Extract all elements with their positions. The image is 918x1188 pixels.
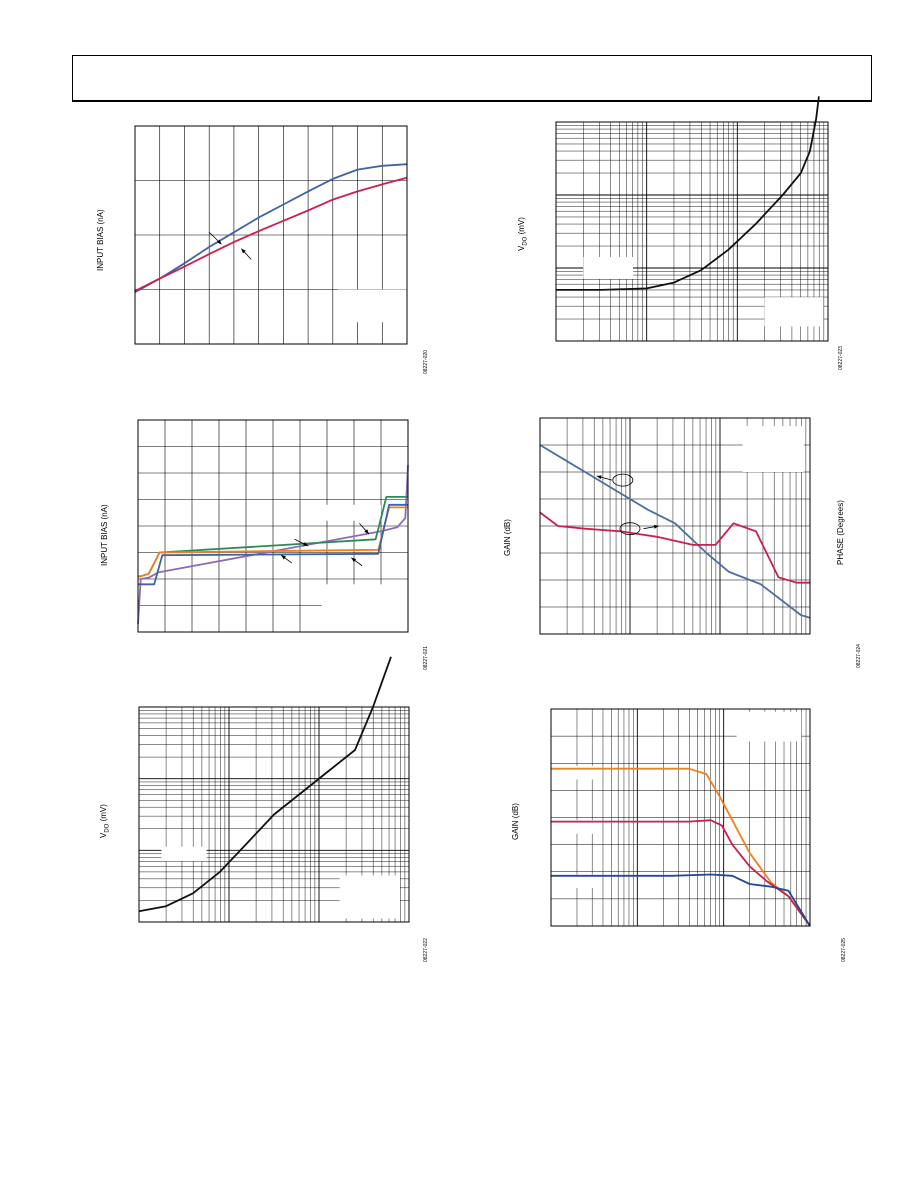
series-line-3 [551, 873, 811, 927]
chart-panel-vdo-1 [138, 656, 410, 923]
chart-panel-input-bias-1 [134, 125, 408, 345]
y-axis-label-4-main: V [517, 245, 526, 251]
label-box [764, 297, 824, 327]
annotation-arrowhead [596, 475, 602, 480]
plot-frame [134, 125, 408, 345]
series-marker-circle [612, 473, 634, 487]
chart-plot-6 [550, 708, 811, 927]
y-axis-label-4-tail: (mV) [517, 217, 526, 237]
page-header-box [72, 55, 872, 102]
annotation-arrowhead [364, 529, 369, 534]
series-line-1 [539, 444, 811, 619]
annotation-arrowhead [281, 555, 286, 560]
y-axis-label-6: GAIN (dB) [511, 803, 520, 840]
label-box [321, 584, 408, 632]
label-box [161, 846, 207, 862]
figure-id-6: 08227-025 [841, 938, 847, 962]
plot-frame [137, 419, 409, 633]
plot-frame [539, 417, 811, 635]
label-box [555, 874, 595, 889]
y-axis-label-3-tail: (mV) [99, 804, 108, 824]
y-axis-label-4: VDO (mV) [517, 217, 529, 251]
annotation-arrowhead [351, 557, 357, 563]
figure-id-2: 08227-021 [423, 646, 429, 670]
chart-plot-2 [137, 419, 409, 633]
series-line-2 [539, 511, 810, 584]
y-axis-label-3: VDO (mV) [99, 804, 111, 838]
series-line-2 [551, 819, 811, 927]
y-axis-label-3-main: V [99, 832, 108, 838]
series-line-1 [134, 163, 408, 293]
annotation-arrowhead [241, 248, 246, 254]
figure-id-3: 08227-022 [423, 938, 429, 962]
y-axis-label-4-sub: DO [522, 236, 529, 246]
label-box [337, 289, 407, 323]
plot-frame [138, 706, 410, 923]
plot-frame [550, 708, 811, 927]
y2-axis-label-5: PHASE (Degrees) [836, 500, 845, 565]
y-axis-label-3-sub: DO [104, 823, 111, 833]
y-axis-label-1: INPUT BIAS (nA) [96, 209, 105, 271]
chart-plot-5 [539, 417, 811, 635]
y-axis-label-5: GAIN (dB) [503, 519, 512, 556]
series-line-1 [556, 96, 820, 291]
series-marker-circle [619, 522, 641, 536]
chart-plot-4 [555, 96, 829, 342]
annotation-arrowhead [303, 542, 309, 546]
y-axis-label-2: INPUT BIAS (nA) [100, 504, 109, 566]
label-box [742, 426, 804, 472]
chart-panel-vdo-2 [555, 96, 829, 342]
figure-id-4: 08227-023 [838, 346, 844, 370]
series-line-2 [134, 176, 408, 292]
chart-plot-1 [134, 125, 408, 345]
plot-frame [555, 121, 829, 342]
grid [556, 122, 828, 341]
series-line-1 [138, 656, 392, 913]
chart-panel-gain [550, 708, 811, 927]
annotation-arrowhead [216, 239, 222, 245]
label-box [583, 257, 634, 279]
chart-plot-3 [138, 656, 410, 923]
grid [551, 709, 810, 926]
chart-panel-input-bias-2 [137, 419, 409, 633]
label-box [313, 504, 381, 521]
grid [139, 707, 409, 922]
chart-panel-gain-phase [539, 417, 811, 635]
series-line-1 [551, 767, 811, 927]
series-line-4 [138, 503, 408, 586]
label-box [736, 711, 802, 742]
figure-id-5: 08227-024 [856, 644, 862, 668]
label-box [339, 875, 400, 919]
label-box [555, 820, 595, 834]
annotation-arrowhead [653, 524, 659, 529]
figure-id-1: 08227-020 [423, 350, 429, 374]
